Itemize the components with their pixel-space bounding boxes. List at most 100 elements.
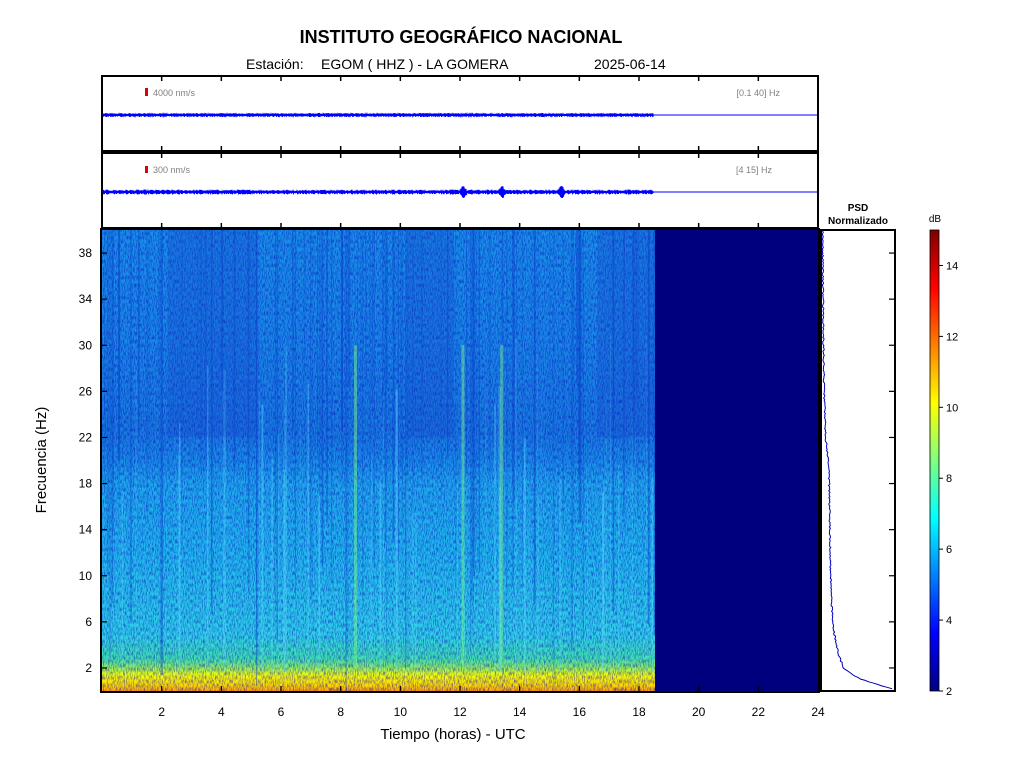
spectrogram-streak [515, 338, 517, 671]
spectrogram-streak [207, 365, 209, 671]
waveform-panel-filtered: 300 nm/s [4 15] Hz [101, 152, 819, 229]
spectrogram-streak [255, 230, 257, 686]
spectrogram-streak [319, 230, 321, 514]
spectrogram-bright-band [354, 345, 358, 668]
spectrogram-streak [369, 488, 371, 671]
spectrogram-streak [261, 405, 264, 671]
spectrogram-streak [331, 230, 333, 583]
spectrogram-streak [299, 426, 301, 671]
spectrogram-streak [233, 230, 236, 472]
spectrogram-dark-zone [597, 230, 654, 438]
colorbar-tick-label: 2 [946, 686, 952, 698]
spectrogram-streak [536, 352, 539, 672]
y-tick-label: 2 [85, 661, 92, 675]
spectrogram-streak [348, 230, 351, 387]
spectrogram-streak [292, 230, 294, 431]
spectrogram-streak [447, 230, 449, 458]
waveform-frame-1 [101, 75, 819, 152]
colorbar-tick-label: 6 [946, 544, 952, 556]
scale-marker-2 [145, 166, 148, 173]
spectrogram-streak [211, 230, 213, 614]
spectrogram-streak [502, 230, 504, 691]
spectrogram-streak [549, 230, 551, 485]
band-label-2: [4 15] Hz [736, 165, 773, 175]
spectrogram-streak [485, 387, 487, 672]
spectrogram-streak [646, 335, 648, 671]
spectrogram-streak [160, 230, 163, 672]
spectrogram-streak [111, 230, 114, 604]
spectrogram-streak [385, 230, 388, 388]
spectrogram-streak [395, 388, 398, 671]
spectrogram-streak [610, 333, 611, 672]
y-tick-label: 34 [79, 292, 93, 306]
spectrogram-streak [632, 230, 635, 429]
spectrogram-streak [470, 230, 472, 654]
spectrogram-streak [399, 230, 402, 473]
spectrogram-streak [494, 404, 496, 672]
spectrogram-streak [499, 483, 501, 671]
colorbar-scale [929, 229, 940, 692]
scale-marker-1 [145, 88, 148, 96]
spectrogram-streak [533, 230, 535, 633]
spectrogram-streak [506, 230, 508, 644]
spectrogram-streak [341, 230, 343, 482]
spectrogram-streak [533, 230, 535, 555]
spectrogram-streak [276, 230, 279, 643]
spectrogram-streak [326, 230, 328, 523]
spectrogram-streak [179, 422, 181, 671]
station-name: EGOM ( HHZ ) - LA GOMERA [321, 56, 509, 72]
spectrogram-streak [135, 369, 137, 672]
spectrogram-dark-zone [167, 230, 258, 438]
spectrogram-streak [371, 230, 373, 416]
spectrogram-streak [121, 496, 123, 671]
spectrogram-streak [248, 230, 250, 595]
scale-label-2: 300 nm/s [153, 165, 191, 175]
spectrogram-streak [283, 470, 285, 671]
spectrogram-streak [130, 230, 132, 621]
spectrogram-streak [631, 411, 633, 671]
colorbar-unit: dB [929, 214, 942, 225]
colorbar-tick-label: 12 [946, 331, 958, 343]
x-tick-label: 20 [692, 705, 706, 719]
x-tick-label: 4 [218, 705, 225, 719]
spectrogram-streak [382, 230, 384, 419]
spectrogram-streak [455, 230, 457, 588]
x-tick-label: 8 [337, 705, 344, 719]
psd-title: PSD [848, 203, 869, 214]
spectrogram-streak [108, 230, 111, 659]
spectrogram-streak [307, 384, 309, 671]
spectrogram-streak [275, 230, 276, 522]
spectrogram-streak [200, 230, 202, 472]
spectrogram-streak [637, 230, 639, 517]
spectrogram-streak [317, 230, 318, 452]
spectrogram-streak [534, 230, 536, 605]
spectrogram-no-data [655, 230, 818, 691]
x-tick-label: 24 [811, 705, 825, 719]
spectrogram-streak [414, 512, 417, 672]
recording-date: 2025-06-14 [594, 56, 666, 72]
spectrogram-streak [472, 230, 474, 647]
spectrogram-streak [531, 230, 533, 394]
y-tick-label: 38 [79, 246, 93, 260]
spectrogram-streak [605, 393, 608, 672]
spectrogram-streak [406, 230, 409, 664]
spectrogram-streak [511, 230, 514, 588]
spectrogram-streak [602, 483, 605, 671]
spectrogram-streak [478, 230, 480, 573]
spectrogram-streak [579, 230, 582, 523]
spectrogram-streak [488, 230, 491, 479]
spectrogram-streak [146, 230, 148, 515]
spectrogram-streak [516, 230, 518, 498]
spectrogram-streak [559, 478, 562, 672]
spectrogram-streak [221, 230, 224, 391]
spectrogram-streak [197, 230, 198, 422]
spectrogram-x-ticks: 2 4 6 8 10 12 14 16 18 20 22 24 [158, 686, 825, 719]
spectrogram-streak [356, 230, 358, 556]
spectrogram-streak [623, 230, 625, 534]
x-tick-label: 22 [752, 705, 766, 719]
spectrogram-streak [612, 230, 615, 422]
x-tick-label: 12 [453, 705, 467, 719]
spectrogram-streak [582, 230, 584, 638]
spectrogram-streak [570, 230, 573, 649]
spectrogram-streaks [104, 230, 655, 691]
